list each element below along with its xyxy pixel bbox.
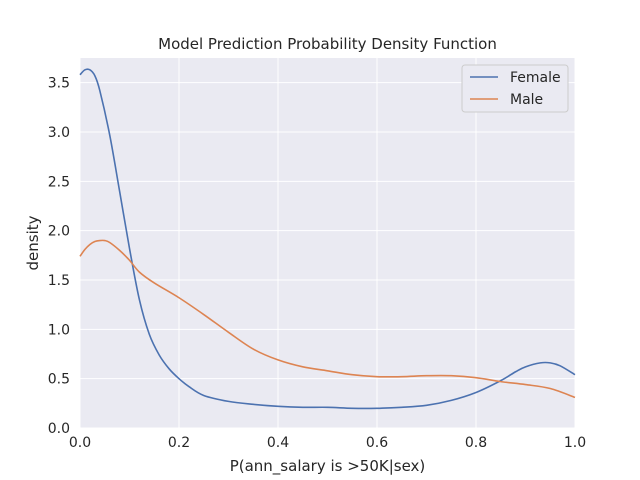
y-tick-label: 3.0 (48, 125, 70, 141)
y-tick-label: 3.5 (48, 76, 70, 92)
x-tick-label: 0.0 (69, 435, 91, 451)
y-tick-label: 1.0 (48, 322, 70, 338)
x-tick-label: 0.8 (465, 435, 487, 451)
series-line-male (79, 239, 576, 399)
legend: Female Male (461, 64, 569, 113)
legend-label-female: Female (510, 70, 561, 86)
y-tick-label: 2.5 (48, 174, 70, 190)
series-line-female (79, 68, 576, 410)
x-tick-labels: 0.0 0.2 0.4 0.6 0.8 1.0 (69, 435, 586, 451)
x-tick-label: 0.6 (366, 435, 388, 451)
y-tick-label: 0.0 (48, 421, 70, 437)
series-layer (79, 68, 576, 410)
x-tick-label: 1.0 (564, 435, 586, 451)
x-tick-label: 0.2 (168, 435, 190, 451)
y-tick-label: 0.5 (48, 372, 70, 388)
y-tick-labels: 0.0 0.5 1.0 1.5 2.0 2.5 3.0 3.5 (48, 76, 70, 437)
plot-background (80, 58, 575, 428)
y-tick-label: 1.5 (48, 273, 70, 289)
x-axis-label: P(ann_salary is >50K|sex) (230, 457, 426, 476)
x-tick-label: 0.4 (267, 435, 289, 451)
legend-label-male: Male (510, 92, 543, 108)
y-tick-label: 2.0 (48, 224, 70, 240)
y-axis-label: density (24, 215, 42, 270)
chart-title: Model Prediction Probability Density Fun… (158, 35, 497, 53)
